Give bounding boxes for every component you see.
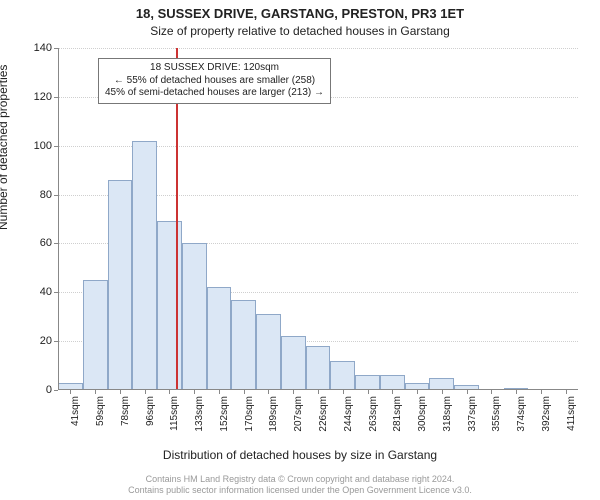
y-axis-line (58, 48, 59, 390)
x-tick-label: 263sqm (368, 396, 379, 436)
histogram-bar (231, 300, 256, 390)
y-tick-mark (54, 341, 58, 342)
histogram-bar (108, 180, 133, 390)
y-tick-label: 80 (18, 189, 52, 201)
footer-attribution: Contains HM Land Registry data © Crown c… (0, 474, 600, 497)
x-tick-mark (318, 390, 319, 394)
y-tick-label: 20 (18, 335, 52, 347)
x-tick-mark (467, 390, 468, 394)
y-tick-mark (54, 292, 58, 293)
x-tick-mark (194, 390, 195, 394)
y-tick-label: 60 (18, 237, 52, 249)
annotation-line3: 45% of semi-detached houses are larger (… (105, 87, 324, 100)
x-tick-mark (145, 390, 146, 394)
footer-line2: Contains public sector information licen… (0, 485, 600, 496)
histogram-bar (306, 346, 331, 390)
x-tick-label: 318sqm (442, 396, 453, 436)
annotation-box: 18 SUSSEX DRIVE: 120sqm ← 55% of detache… (98, 58, 331, 104)
histogram-bar (132, 141, 157, 390)
x-tick-mark (293, 390, 294, 394)
annotation-line2: ← 55% of detached houses are smaller (25… (105, 75, 324, 88)
x-tick-mark (219, 390, 220, 394)
x-tick-mark (70, 390, 71, 394)
y-tick-mark (54, 390, 58, 391)
y-tick-label: 100 (18, 140, 52, 152)
x-tick-label: 96sqm (145, 396, 156, 436)
x-tick-label: 115sqm (169, 396, 180, 436)
y-tick-mark (54, 97, 58, 98)
footer-line1: Contains HM Land Registry data © Crown c… (0, 474, 600, 485)
x-tick-mark (368, 390, 369, 394)
x-tick-label: 226sqm (318, 396, 329, 436)
chart-title-primary: 18, SUSSEX DRIVE, GARSTANG, PRESTON, PR3… (0, 6, 600, 21)
x-tick-mark (343, 390, 344, 394)
histogram-bar (83, 280, 108, 390)
y-tick-label: 120 (18, 91, 52, 103)
histogram-bar (281, 336, 306, 390)
x-tick-label: 170sqm (244, 396, 255, 436)
x-tick-mark (268, 390, 269, 394)
x-tick-mark (442, 390, 443, 394)
x-tick-label: 355sqm (491, 396, 502, 436)
y-axis-label: Number of detached properties (0, 65, 10, 230)
x-tick-label: 133sqm (194, 396, 205, 436)
x-tick-mark (541, 390, 542, 394)
y-tick-label: 140 (18, 42, 52, 54)
x-tick-label: 244sqm (343, 396, 354, 436)
plot-area: 18 SUSSEX DRIVE: 120sqm ← 55% of detache… (58, 48, 578, 390)
y-tick-label: 40 (18, 286, 52, 298)
y-tick-mark (54, 48, 58, 49)
x-tick-mark (491, 390, 492, 394)
x-tick-label: 189sqm (268, 396, 279, 436)
x-tick-label: 207sqm (293, 396, 304, 436)
x-tick-label: 59sqm (95, 396, 106, 436)
x-tick-label: 337sqm (467, 396, 478, 436)
x-tick-mark (169, 390, 170, 394)
histogram-bar (182, 243, 207, 390)
x-tick-mark (516, 390, 517, 394)
histogram-bar (355, 375, 380, 390)
chart-title-secondary: Size of property relative to detached ho… (0, 24, 600, 38)
x-tick-label: 78sqm (120, 396, 131, 436)
histogram-bar (256, 314, 281, 390)
x-tick-mark (95, 390, 96, 394)
x-tick-label: 152sqm (219, 396, 230, 436)
x-tick-label: 374sqm (516, 396, 527, 436)
y-tick-mark (54, 243, 58, 244)
x-tick-mark (244, 390, 245, 394)
histogram-bar (207, 287, 232, 390)
gridline (58, 48, 578, 49)
x-tick-mark (120, 390, 121, 394)
y-tick-mark (54, 195, 58, 196)
x-tick-label: 411sqm (566, 396, 577, 436)
x-tick-mark (392, 390, 393, 394)
y-tick-label: 0 (18, 384, 52, 396)
x-tick-mark (417, 390, 418, 394)
annotation-line1: 18 SUSSEX DRIVE: 120sqm (105, 62, 324, 75)
x-tick-label: 281sqm (392, 396, 403, 436)
y-tick-mark (54, 146, 58, 147)
histogram-bar (330, 361, 355, 390)
histogram-bar (380, 375, 405, 390)
x-tick-label: 392sqm (541, 396, 552, 436)
x-axis-label: Distribution of detached houses by size … (0, 448, 600, 462)
chart-stage: 18, SUSSEX DRIVE, GARSTANG, PRESTON, PR3… (0, 0, 600, 500)
x-tick-label: 41sqm (70, 396, 81, 436)
x-tick-label: 300sqm (417, 396, 428, 436)
x-tick-mark (566, 390, 567, 394)
